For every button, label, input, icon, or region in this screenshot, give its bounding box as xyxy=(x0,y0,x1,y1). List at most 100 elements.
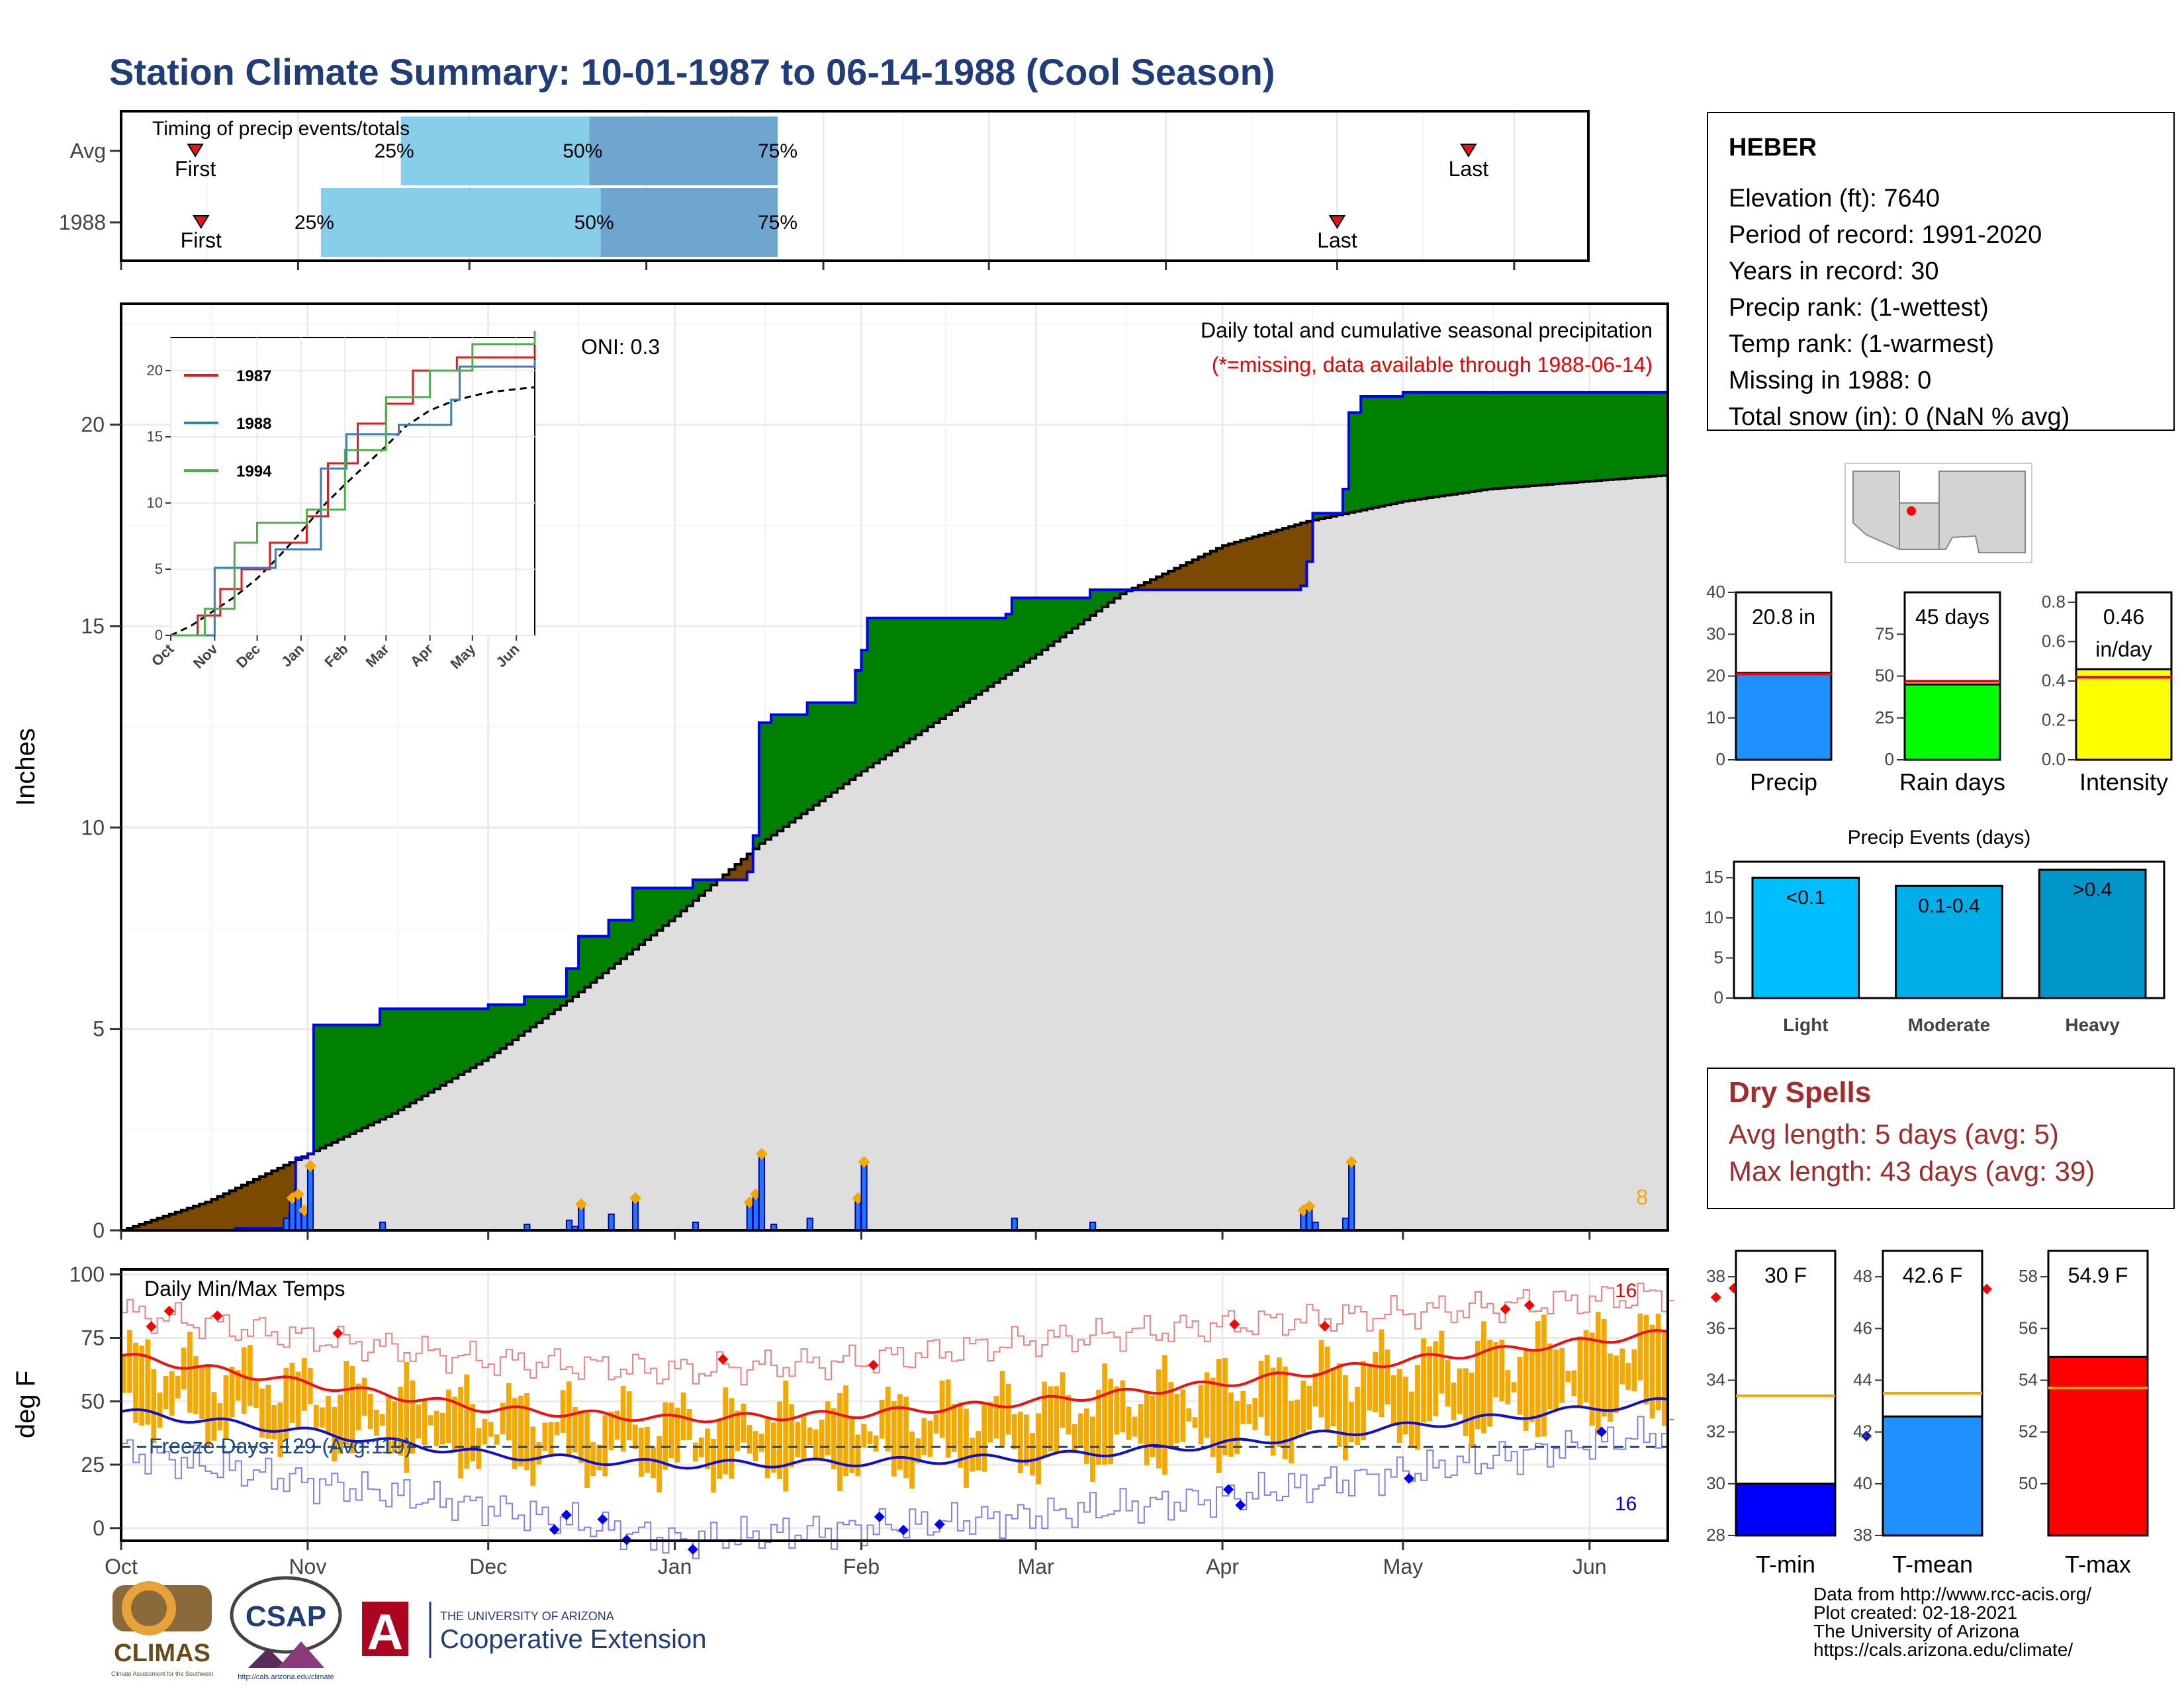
above-average-fill xyxy=(1048,598,1055,646)
above-average-fill xyxy=(1036,598,1042,655)
events-y-tick-label: 0 xyxy=(1714,987,1723,1007)
daily-temp-bar xyxy=(717,1418,722,1479)
timing-label-75: 75% xyxy=(758,212,797,234)
above-average-fill xyxy=(1421,392,1428,499)
above-average-fill xyxy=(1060,598,1067,637)
daily-temp-bar xyxy=(891,1401,897,1477)
timing-row-label: 1988 xyxy=(59,210,106,234)
daily-temp-bar xyxy=(1102,1363,1107,1465)
below-average-fill xyxy=(289,1162,296,1214)
below-average-fill xyxy=(741,859,748,880)
station-info-line: Precip rank: (1-wettest) xyxy=(1729,294,1989,322)
precip-panel-title: Daily total and cumulative seasonal prec… xyxy=(1201,318,1653,342)
precip-y-tick-label: 15 xyxy=(81,614,105,638)
above-average-fill xyxy=(1493,392,1500,489)
above-average-fill xyxy=(518,1005,525,1036)
daily-temp-bar xyxy=(1445,1359,1451,1407)
daily-temp-bar xyxy=(446,1389,451,1443)
daily-temp-bar xyxy=(1433,1341,1439,1416)
daily-temp-bar xyxy=(831,1408,837,1469)
daily-temp-bar xyxy=(151,1369,157,1443)
daily-temp-bar xyxy=(686,1408,692,1440)
temp-bar-tick-label: 28 xyxy=(1706,1525,1725,1545)
above-average-fill xyxy=(1011,598,1019,670)
daily-temp-bar xyxy=(1493,1342,1499,1398)
daily-temp-bar xyxy=(439,1412,445,1445)
daily-temp-bar xyxy=(1120,1380,1126,1433)
above-average-fill xyxy=(566,968,573,1001)
record-high-marker xyxy=(332,1328,343,1339)
daily-temp-bar xyxy=(1258,1360,1264,1417)
above-average-fill xyxy=(987,617,995,687)
below-average-fill xyxy=(1306,521,1314,562)
daily-temp-bar xyxy=(253,1379,259,1408)
daily-temp-bar xyxy=(729,1398,735,1479)
daily-temp-bar xyxy=(735,1410,741,1451)
daily-temp-bar xyxy=(265,1385,271,1439)
summary-bar-tick-label: 10 xyxy=(1706,708,1725,727)
above-average-fill xyxy=(795,714,802,818)
below-average-fill xyxy=(217,1196,224,1230)
average-cumulative-line xyxy=(121,474,1669,1232)
daily-precip-flag xyxy=(755,1148,768,1160)
daily-temp-bar xyxy=(1017,1411,1023,1473)
above-average-fill xyxy=(1511,392,1518,488)
daily-temp-bar xyxy=(1661,1330,1667,1426)
event-bar-light xyxy=(1751,876,1860,999)
temp-bar-label: T-min xyxy=(1756,1551,1815,1578)
below-average-fill xyxy=(1186,562,1193,590)
above-average-fill xyxy=(1565,392,1572,483)
daily-precip-bar xyxy=(1348,1161,1355,1231)
daily-temp-bar xyxy=(1631,1349,1637,1392)
above-average-fill xyxy=(326,1025,332,1146)
precip-events-panel: Precip Events (days) <0.1 Light 0.1-0.4 Mod… xyxy=(1704,827,2165,1035)
daily-precip-flag xyxy=(304,1160,316,1172)
above-average-fill xyxy=(1367,396,1374,509)
below-average-fill xyxy=(277,1167,285,1228)
average-cumulative-area xyxy=(121,475,1668,1230)
daily-temp-bar xyxy=(1096,1389,1101,1465)
daily-temp-bar xyxy=(386,1395,391,1454)
timing-label-75: 75% xyxy=(758,140,797,162)
daily-temp-bar xyxy=(1457,1368,1463,1414)
daily-temp-bar xyxy=(392,1401,397,1453)
below-average-fill xyxy=(747,854,754,872)
daily-temp-bar xyxy=(1066,1395,1071,1435)
summary-bar-tick-label: 20 xyxy=(1706,666,1725,686)
above-average-fill xyxy=(1553,392,1560,484)
above-average-fill xyxy=(1547,392,1554,484)
daily-temp-bar xyxy=(1300,1381,1306,1433)
daily-temp-bar xyxy=(1108,1379,1114,1465)
daily-temp-bar xyxy=(518,1395,523,1467)
daily-temp-bar xyxy=(933,1414,939,1434)
last-event-label: Last xyxy=(1317,228,1357,252)
daily-temp-bar xyxy=(1306,1385,1312,1430)
above-average-fill xyxy=(602,936,610,974)
above-average-fill xyxy=(657,888,664,931)
above-average-fill xyxy=(554,996,561,1010)
daily-temp-bar xyxy=(801,1416,807,1461)
above-average-fill xyxy=(909,617,916,739)
above-average-fill xyxy=(1541,392,1548,485)
daily-temp-bar xyxy=(1523,1350,1529,1431)
daily-temp-bar xyxy=(1571,1370,1577,1396)
above-average-fill xyxy=(1505,392,1512,488)
temp-bar-t-mean xyxy=(1882,1415,1983,1537)
daily-temp-bar xyxy=(873,1435,879,1452)
event-bar-label: Heavy xyxy=(2065,1015,2120,1035)
inset-series-line-1994 xyxy=(171,331,536,637)
daily-temp-bar xyxy=(723,1387,729,1475)
climas-logo-swirl xyxy=(122,1581,176,1635)
above-average-fill xyxy=(951,617,958,711)
above-average-fill xyxy=(548,996,555,1015)
temp-bar-tick-label: 54 xyxy=(2019,1369,2038,1389)
below-average-fill xyxy=(1192,559,1199,590)
below-average-fill xyxy=(175,1212,182,1230)
summary-bar-precip xyxy=(1735,671,1833,761)
daily-temp-bar xyxy=(1614,1355,1619,1413)
mean-min-line xyxy=(120,1397,1668,1470)
daily-temp-bar xyxy=(1451,1382,1457,1420)
daily-temp-bar xyxy=(361,1377,367,1416)
temperature-panel-frame xyxy=(120,1268,1669,1542)
daily-temp-bar xyxy=(169,1371,175,1416)
